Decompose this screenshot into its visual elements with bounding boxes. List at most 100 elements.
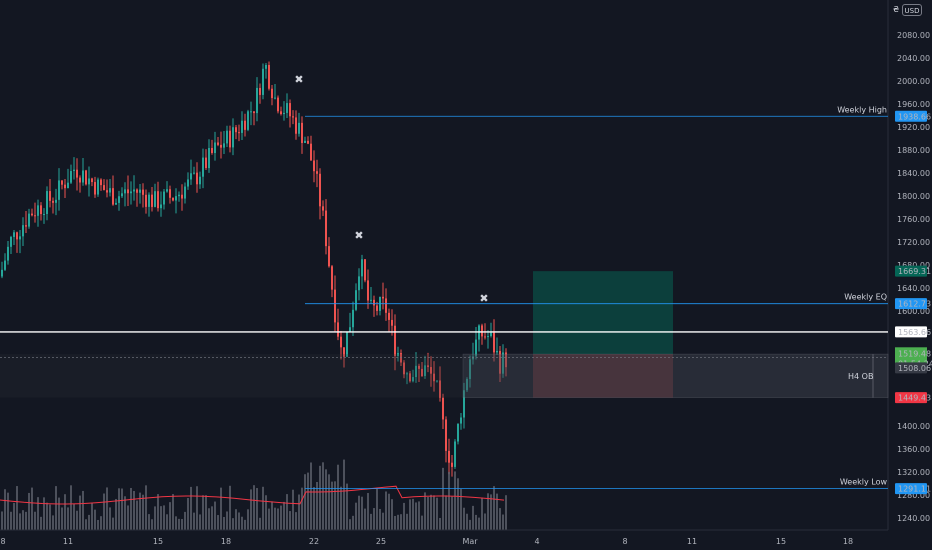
candle-body bbox=[334, 289, 336, 323]
weekly-eq-label: Weekly EQ bbox=[844, 293, 887, 302]
candle-body bbox=[220, 144, 222, 148]
candle-body bbox=[232, 127, 234, 148]
candle-body bbox=[178, 194, 180, 197]
volume-bar bbox=[100, 516, 102, 530]
volume-bar bbox=[427, 496, 429, 530]
candle-body bbox=[487, 336, 489, 338]
volume-bar bbox=[154, 506, 156, 530]
weekly-high-label: Weekly High bbox=[837, 105, 887, 114]
volume-bar bbox=[391, 499, 393, 530]
volume-bar bbox=[310, 462, 312, 530]
candle-body bbox=[409, 373, 411, 382]
candle-body bbox=[502, 352, 504, 374]
candle-body bbox=[91, 178, 93, 183]
time-tick-label: 15 bbox=[153, 537, 163, 546]
candle-body bbox=[316, 171, 318, 174]
candle-body bbox=[355, 290, 357, 310]
candle-body bbox=[10, 236, 12, 247]
candle-body bbox=[190, 173, 192, 180]
candle-body bbox=[112, 188, 114, 205]
candle-body bbox=[259, 87, 261, 95]
volume-bar bbox=[196, 486, 198, 530]
x-marker-icon: ✖ bbox=[294, 73, 303, 86]
candle-body bbox=[175, 196, 177, 201]
volume-bar bbox=[13, 502, 15, 530]
time-tick-label: 25 bbox=[376, 537, 386, 546]
volume-bar bbox=[193, 512, 195, 530]
candle-body bbox=[283, 112, 285, 115]
volume-bar bbox=[265, 495, 267, 530]
volume-bar bbox=[205, 495, 207, 530]
volume-bar bbox=[127, 505, 129, 530]
volume-bar bbox=[394, 515, 396, 530]
candle-body bbox=[205, 157, 207, 169]
volume-bar bbox=[151, 519, 153, 530]
volume-bar bbox=[400, 514, 402, 530]
candle-body bbox=[199, 176, 201, 185]
candle-body bbox=[382, 296, 384, 299]
weekly-high-tag-label: 1938.66 bbox=[898, 112, 931, 121]
volume-bar bbox=[304, 474, 306, 530]
candle-body bbox=[235, 127, 237, 133]
volume-bar bbox=[58, 497, 60, 530]
candle-body bbox=[133, 189, 135, 192]
volume-bar bbox=[259, 517, 261, 530]
volume-bar bbox=[343, 459, 345, 530]
candle-body bbox=[448, 450, 450, 463]
candle-body bbox=[28, 213, 30, 227]
volume-bar bbox=[433, 495, 435, 530]
volume-bar bbox=[52, 515, 54, 530]
price-tick-label: 1360.00 bbox=[897, 445, 930, 454]
volume-bar bbox=[289, 511, 291, 530]
time-tick-label: 8 bbox=[0, 537, 5, 546]
candle-body bbox=[16, 232, 18, 240]
volume-bar bbox=[430, 494, 432, 530]
candle-body bbox=[367, 280, 369, 301]
time-tick-label: 15 bbox=[776, 537, 786, 546]
time-tick-label: 4 bbox=[534, 537, 539, 546]
volume-bar bbox=[220, 487, 222, 530]
price-tick-label: 1640.00 bbox=[897, 284, 930, 293]
volume-bar bbox=[229, 485, 231, 530]
candle-body bbox=[244, 120, 246, 130]
candle-body bbox=[295, 117, 297, 134]
volume-bar bbox=[454, 471, 456, 530]
candle-body bbox=[385, 298, 387, 313]
candle-body bbox=[442, 397, 444, 420]
volume-bar bbox=[385, 491, 387, 530]
time-tick-label: 8 bbox=[622, 537, 627, 546]
stop-tag bbox=[895, 392, 927, 404]
candle-body bbox=[298, 122, 300, 134]
volume-bar bbox=[307, 472, 309, 530]
volume-bar bbox=[214, 501, 216, 530]
volume-bar bbox=[1, 511, 3, 530]
time-tick-label: Mar bbox=[462, 537, 478, 546]
candle-body bbox=[106, 190, 108, 193]
candle-body bbox=[370, 299, 372, 301]
volume-bar bbox=[109, 507, 111, 530]
currency-symbol: ₴ bbox=[893, 5, 900, 14]
volume-bar bbox=[409, 499, 411, 530]
volume-bar bbox=[349, 519, 351, 530]
candle-body bbox=[322, 206, 324, 211]
candle-body bbox=[97, 179, 99, 195]
candle-body bbox=[475, 339, 477, 357]
candle-body bbox=[103, 185, 105, 191]
volume-bar bbox=[130, 487, 132, 530]
weekly-eq-tag-label: 1612.73 bbox=[898, 300, 931, 309]
volume-bar bbox=[217, 515, 219, 530]
ob-price-tag-label: 1508.06 bbox=[898, 364, 931, 373]
candle-body bbox=[424, 365, 426, 377]
candle-body bbox=[469, 359, 471, 380]
volume-bar bbox=[256, 488, 258, 530]
volume-bar bbox=[94, 509, 96, 530]
price-tick-label: 2040.00 bbox=[897, 54, 930, 63]
candle-body bbox=[208, 148, 210, 169]
candle-body bbox=[289, 103, 291, 117]
currency-button[interactable]: USD bbox=[902, 4, 922, 16]
volume-bar bbox=[79, 495, 81, 530]
candle-body bbox=[268, 65, 270, 89]
volume-bar bbox=[160, 506, 162, 530]
candle-body bbox=[352, 309, 354, 328]
